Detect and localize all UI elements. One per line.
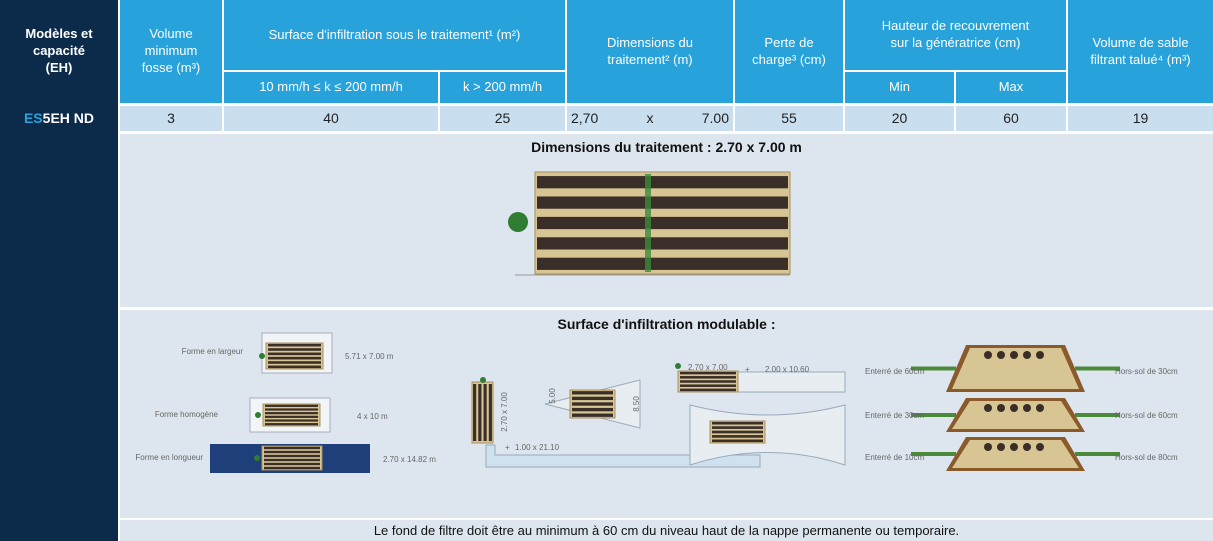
pipe (572, 414, 613, 417)
pipe (265, 412, 318, 414)
pipe (1036, 351, 1044, 359)
pipe (264, 459, 320, 461)
trap-size: 5.00 (548, 388, 557, 404)
filter (262, 446, 322, 470)
mound-label: Hors-sol de 60cm (1115, 411, 1178, 420)
tank (675, 363, 681, 369)
pipe (984, 443, 992, 451)
pipe (264, 467, 320, 469)
shape-size: 4 x 10 m (357, 412, 388, 421)
pipe (489, 384, 492, 441)
pipe (265, 423, 318, 425)
pipe (484, 384, 487, 441)
pipe (265, 405, 318, 407)
shape-name: Forme homogène (155, 410, 219, 419)
pipe (537, 237, 788, 249)
pipe (268, 361, 321, 364)
pipe (1010, 351, 1018, 359)
pipe (268, 344, 321, 347)
shape-name: Forme en longueur (135, 453, 203, 462)
tank (259, 353, 265, 359)
pipe (712, 435, 763, 438)
strip (738, 372, 845, 392)
pipe (265, 419, 318, 421)
pipe (1023, 351, 1031, 359)
filter-size: 2.70 x 7.00 (500, 392, 509, 432)
pipe (537, 217, 788, 229)
mound-label: Enterré de 60cm (865, 367, 924, 376)
pipe (537, 258, 788, 270)
trap-size: 8.50 (632, 396, 641, 412)
page: Modèles et capacité (EH) Volume minimum … (0, 0, 1213, 541)
pipe (572, 402, 613, 405)
pipe (264, 455, 320, 457)
pipe (478, 384, 481, 441)
pipe (537, 176, 788, 188)
pipe (572, 391, 613, 394)
pipe (1036, 404, 1044, 412)
strip-size: 2.00 x 10.60 (765, 365, 810, 374)
filter-size: 2.70 x 7.00 (688, 363, 728, 372)
pipe (572, 408, 613, 411)
pipe (537, 196, 788, 208)
pipe (268, 348, 321, 351)
pipe (997, 404, 1005, 412)
pipe (680, 372, 736, 375)
pipe (572, 397, 613, 400)
pipe (268, 366, 321, 369)
shape-size: 5.71 x 7.00 m (345, 352, 394, 361)
tank (508, 212, 528, 232)
junction (645, 174, 651, 272)
pipe (712, 426, 763, 429)
pipe (997, 351, 1005, 359)
pipe (1023, 443, 1031, 451)
pipe (264, 447, 320, 449)
strip-size: 1.00 x 21.10 (515, 443, 560, 452)
pipe (997, 443, 1005, 451)
mound-label: Hors-sol de 30cm (1115, 367, 1178, 376)
pipe (712, 431, 763, 434)
pipe (984, 404, 992, 412)
plus: + (505, 443, 510, 452)
pipe (680, 376, 736, 379)
tank (254, 455, 260, 461)
filter (263, 404, 320, 426)
pipe (712, 439, 763, 442)
pipe (473, 384, 476, 441)
pipe (712, 422, 763, 425)
plus: + (745, 365, 750, 374)
mound-label: Enterré de 10cm (865, 453, 924, 462)
pipe (1023, 404, 1031, 412)
diagrams: Forme en largeur 5.71 x 7.00 m Forme hom… (0, 0, 1213, 541)
pipe (1036, 443, 1044, 451)
filter (266, 343, 323, 369)
pipe (265, 408, 318, 410)
tank (480, 377, 486, 383)
mound-label: Enterré de 30cm (865, 411, 924, 420)
tank (255, 412, 261, 418)
pipe (264, 451, 320, 453)
pipe (265, 416, 318, 418)
pipe (680, 389, 736, 392)
pipe (680, 380, 736, 383)
pipe (1010, 404, 1018, 412)
mound-label: Hors-sol de 80cm (1115, 453, 1178, 462)
pipe (264, 463, 320, 465)
pipe (1010, 443, 1018, 451)
shape-name: Forme en largeur (182, 347, 244, 356)
pipe (268, 357, 321, 360)
pipe (984, 351, 992, 359)
pipe (680, 384, 736, 387)
shape-size: 2.70 x 14.82 m (383, 455, 436, 464)
pipe (268, 353, 321, 356)
